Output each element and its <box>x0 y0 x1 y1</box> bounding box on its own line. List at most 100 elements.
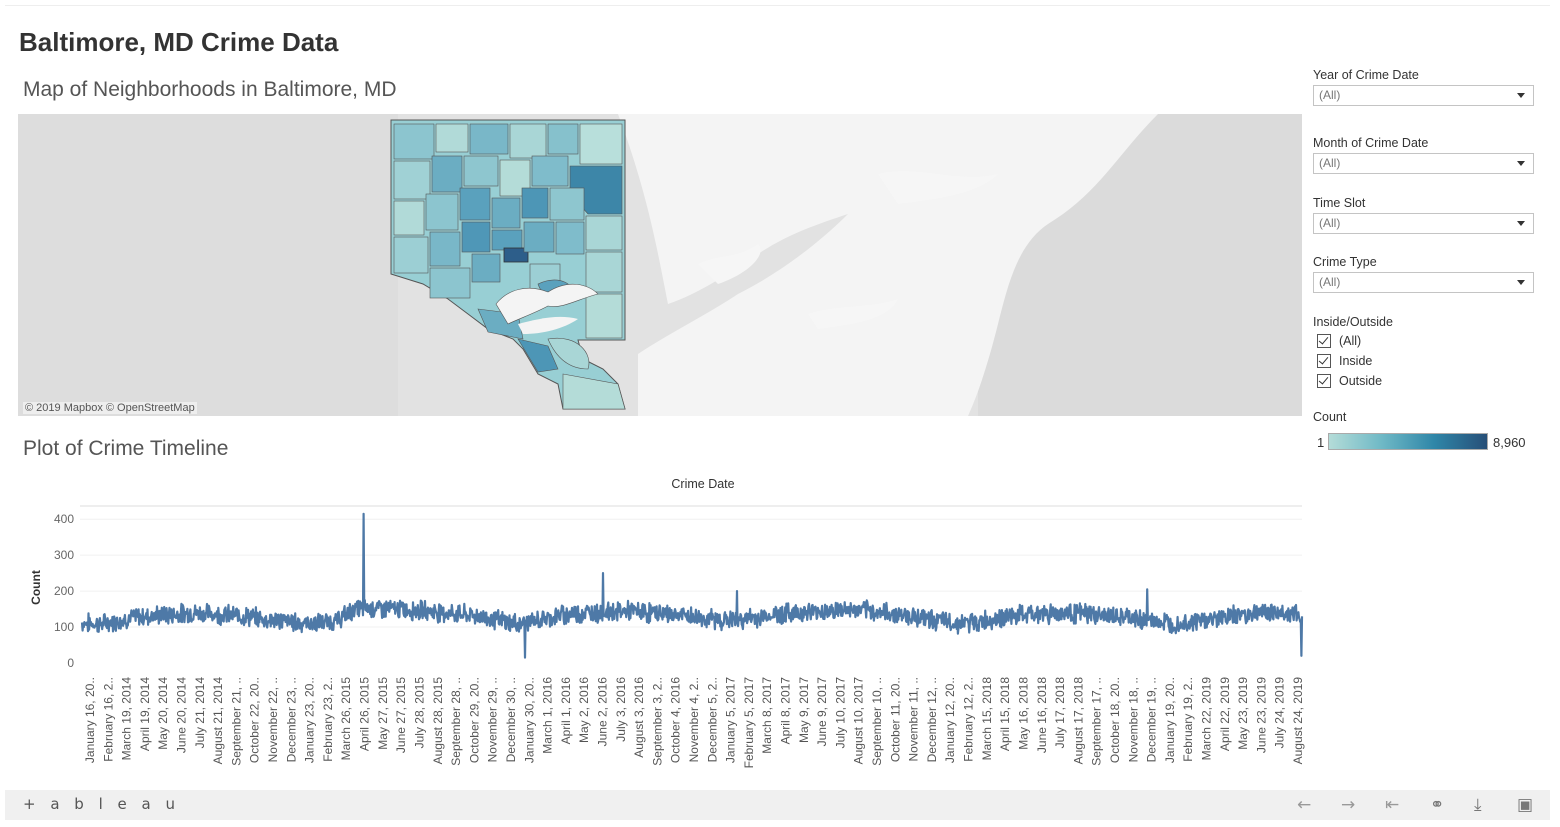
x-tick-label: May 9, 2017 <box>797 677 811 743</box>
x-tick-label: March 1, 2016 <box>541 677 555 754</box>
filter-time-slot-label: Time Slot <box>1313 196 1366 210</box>
filter-month-dropdown[interactable]: (All) <box>1313 153 1534 174</box>
x-tick-label: February 12, 2.. <box>962 677 976 762</box>
map-canvas[interactable] <box>18 114 1302 416</box>
x-tick-label: March 22, 2019 <box>1199 677 1213 761</box>
filter-year: Year of Crime Date (All) <box>1313 68 1534 106</box>
x-tick-label: April 8, 2017 <box>779 677 793 745</box>
x-tick-label: March 19, 2014 <box>120 677 134 761</box>
x-tick-label: December 30, .. <box>504 677 518 762</box>
x-tick-label: October 4, 2016 <box>669 677 683 763</box>
x-tick-label: December 5, 2.. <box>705 677 719 762</box>
tableau-toolbar: + a b l e a u ← → ⇤ ⚭ ⤓ ▣ <box>5 790 1550 820</box>
x-tick-label: May 16, 2018 <box>1016 677 1030 750</box>
x-tick-label: June 2, 2016 <box>595 677 609 747</box>
checkbox-checked-icon[interactable] <box>1317 374 1331 388</box>
map-attribution[interactable]: © 2019 Mapbox © OpenStreetMap <box>23 402 197 414</box>
chevron-down-icon <box>1517 280 1525 285</box>
color-legend: Count <box>1313 410 1534 427</box>
undo-icon[interactable]: ← <box>1297 795 1312 815</box>
x-tick-label: November 29, .. <box>486 677 500 762</box>
x-tick-label: September 17, .. <box>1090 677 1104 766</box>
x-tick-label: September 3, 2.. <box>650 677 664 766</box>
x-tick-label: April 19, 2014 <box>138 677 152 751</box>
map-title: Map of Neighborhoods in Baltimore, MD <box>23 78 397 101</box>
filter-year-dropdown[interactable]: (All) <box>1313 85 1534 106</box>
fullscreen-icon[interactable]: ▣ <box>1517 795 1534 815</box>
checkbox-checked-icon[interactable] <box>1317 334 1331 348</box>
legend-color-ramp <box>1328 433 1488 450</box>
crime-timeline-chart[interactable]: Crime Date 0 100 200 300 400 Count January 16, … <box>20 470 1310 782</box>
x-tick-label: January 5, 2017 <box>724 677 738 763</box>
x-tick-label: February 16, 2.. <box>101 677 115 762</box>
legend-title: Count <box>1313 410 1347 424</box>
x-tick-label: August 3, 2016 <box>632 677 646 758</box>
filter-time-slot-dropdown[interactable]: (All) <box>1313 213 1534 234</box>
chart-header: Crime Date <box>671 477 734 491</box>
x-tick-label: August 17, 2018 <box>1071 677 1085 765</box>
x-tick-label: October 11, 20.. <box>888 677 902 762</box>
x-tick-label: August 21, 2014 <box>211 677 225 765</box>
legend-max: 8,960 <box>1493 435 1526 450</box>
y-tick-label: 400 <box>54 512 74 526</box>
x-tick-label: December 23, .. <box>284 677 298 762</box>
checkbox-inside[interactable]: Inside <box>1317 351 1534 371</box>
x-tick-label: December 19, .. <box>1145 677 1159 762</box>
legend-min: 1 <box>1317 435 1325 450</box>
filter-year-label: Year of Crime Date <box>1313 68 1419 82</box>
download-icon[interactable]: ⤓ <box>1474 795 1482 815</box>
y-tick-label: 300 <box>54 548 74 562</box>
x-tick-label: November 11, .. <box>907 677 921 761</box>
checkbox-checked-icon[interactable] <box>1317 354 1331 368</box>
share-icon[interactable]: ⚭ <box>1430 795 1445 815</box>
y-axis-label: Count <box>29 570 43 605</box>
filter-month-label: Month of Crime Date <box>1313 136 1429 150</box>
x-tick-label: January 30, 20.. <box>522 677 536 763</box>
neighborhood-map[interactable]: © 2019 Mapbox © OpenStreetMap <box>18 114 1302 416</box>
checkbox-all[interactable]: (All) <box>1317 331 1534 351</box>
y-tick-label: 100 <box>54 620 74 634</box>
x-tick-label: July 24, 2019 <box>1273 677 1287 749</box>
x-tick-label: May 27, 2015 <box>376 677 390 750</box>
timeline-title: Plot of Crime Timeline <box>23 437 229 460</box>
filter-year-value: (All) <box>1319 88 1341 102</box>
x-tick-label: September 21, .. <box>229 677 243 766</box>
x-tick-label: July 21, 2014 <box>193 677 207 749</box>
x-tick-label: November 4, 2.. <box>687 677 701 762</box>
chevron-down-icon <box>1517 161 1525 166</box>
revert-icon[interactable]: ⇤ <box>1385 795 1400 815</box>
x-tick-label: April 26, 2015 <box>358 677 372 751</box>
checkbox-outside[interactable]: Outside <box>1317 371 1534 391</box>
x-tick-label: October 22, 20.. <box>248 677 262 763</box>
x-tick-label: August 28, 2015 <box>431 677 445 765</box>
baltimore-city-choropleth[interactable] <box>390 119 626 410</box>
x-tick-label: May 20, 2014 <box>156 677 170 750</box>
x-tick-label: January 23, 20.. <box>303 677 317 763</box>
x-tick-label: January 12, 20.. <box>943 677 957 763</box>
tableau-logo[interactable]: + a b l e a u <box>23 795 180 813</box>
series-line-crime-count <box>80 512 1304 659</box>
x-tick-label: October 18, 20.. <box>1108 677 1122 763</box>
x-tick-label: September 28, .. <box>449 677 463 766</box>
x-tick-label: June 23, 2019 <box>1254 677 1268 753</box>
filter-inside-outside: Inside/Outside (All) Inside Outside <box>1313 315 1534 391</box>
x-tick-label: January 19, 20.. <box>1163 677 1177 763</box>
x-tick-label: December 12, .. <box>925 677 939 762</box>
x-tick-label: June 20, 2014 <box>175 677 189 753</box>
filter-month: Month of Crime Date (All) <box>1313 136 1534 174</box>
x-tick-label: May 2, 2016 <box>577 677 591 743</box>
x-tick-label: July 3, 2016 <box>614 677 628 742</box>
filter-crime-type-label: Crime Type <box>1313 255 1377 269</box>
x-tick-label: August 10, 2017 <box>852 677 866 765</box>
x-tick-label: July 28, 2015 <box>412 677 426 749</box>
x-tick-label: June 16, 2018 <box>1035 677 1049 753</box>
filter-crime-type-dropdown[interactable]: (All) <box>1313 272 1534 293</box>
x-tick-label: April 22, 2019 <box>1218 677 1232 751</box>
filter-inside-outside-label: Inside/Outside <box>1313 315 1393 329</box>
x-tick-label: November 22, .. <box>266 677 280 762</box>
y-tick-label: 0 <box>67 656 74 670</box>
checkbox-inside-label: Inside <box>1339 354 1373 368</box>
x-tick-label: August 24, 2019 <box>1291 677 1305 765</box>
redo-icon[interactable]: → <box>1341 795 1356 815</box>
checkbox-outside-label: Outside <box>1339 374 1383 388</box>
